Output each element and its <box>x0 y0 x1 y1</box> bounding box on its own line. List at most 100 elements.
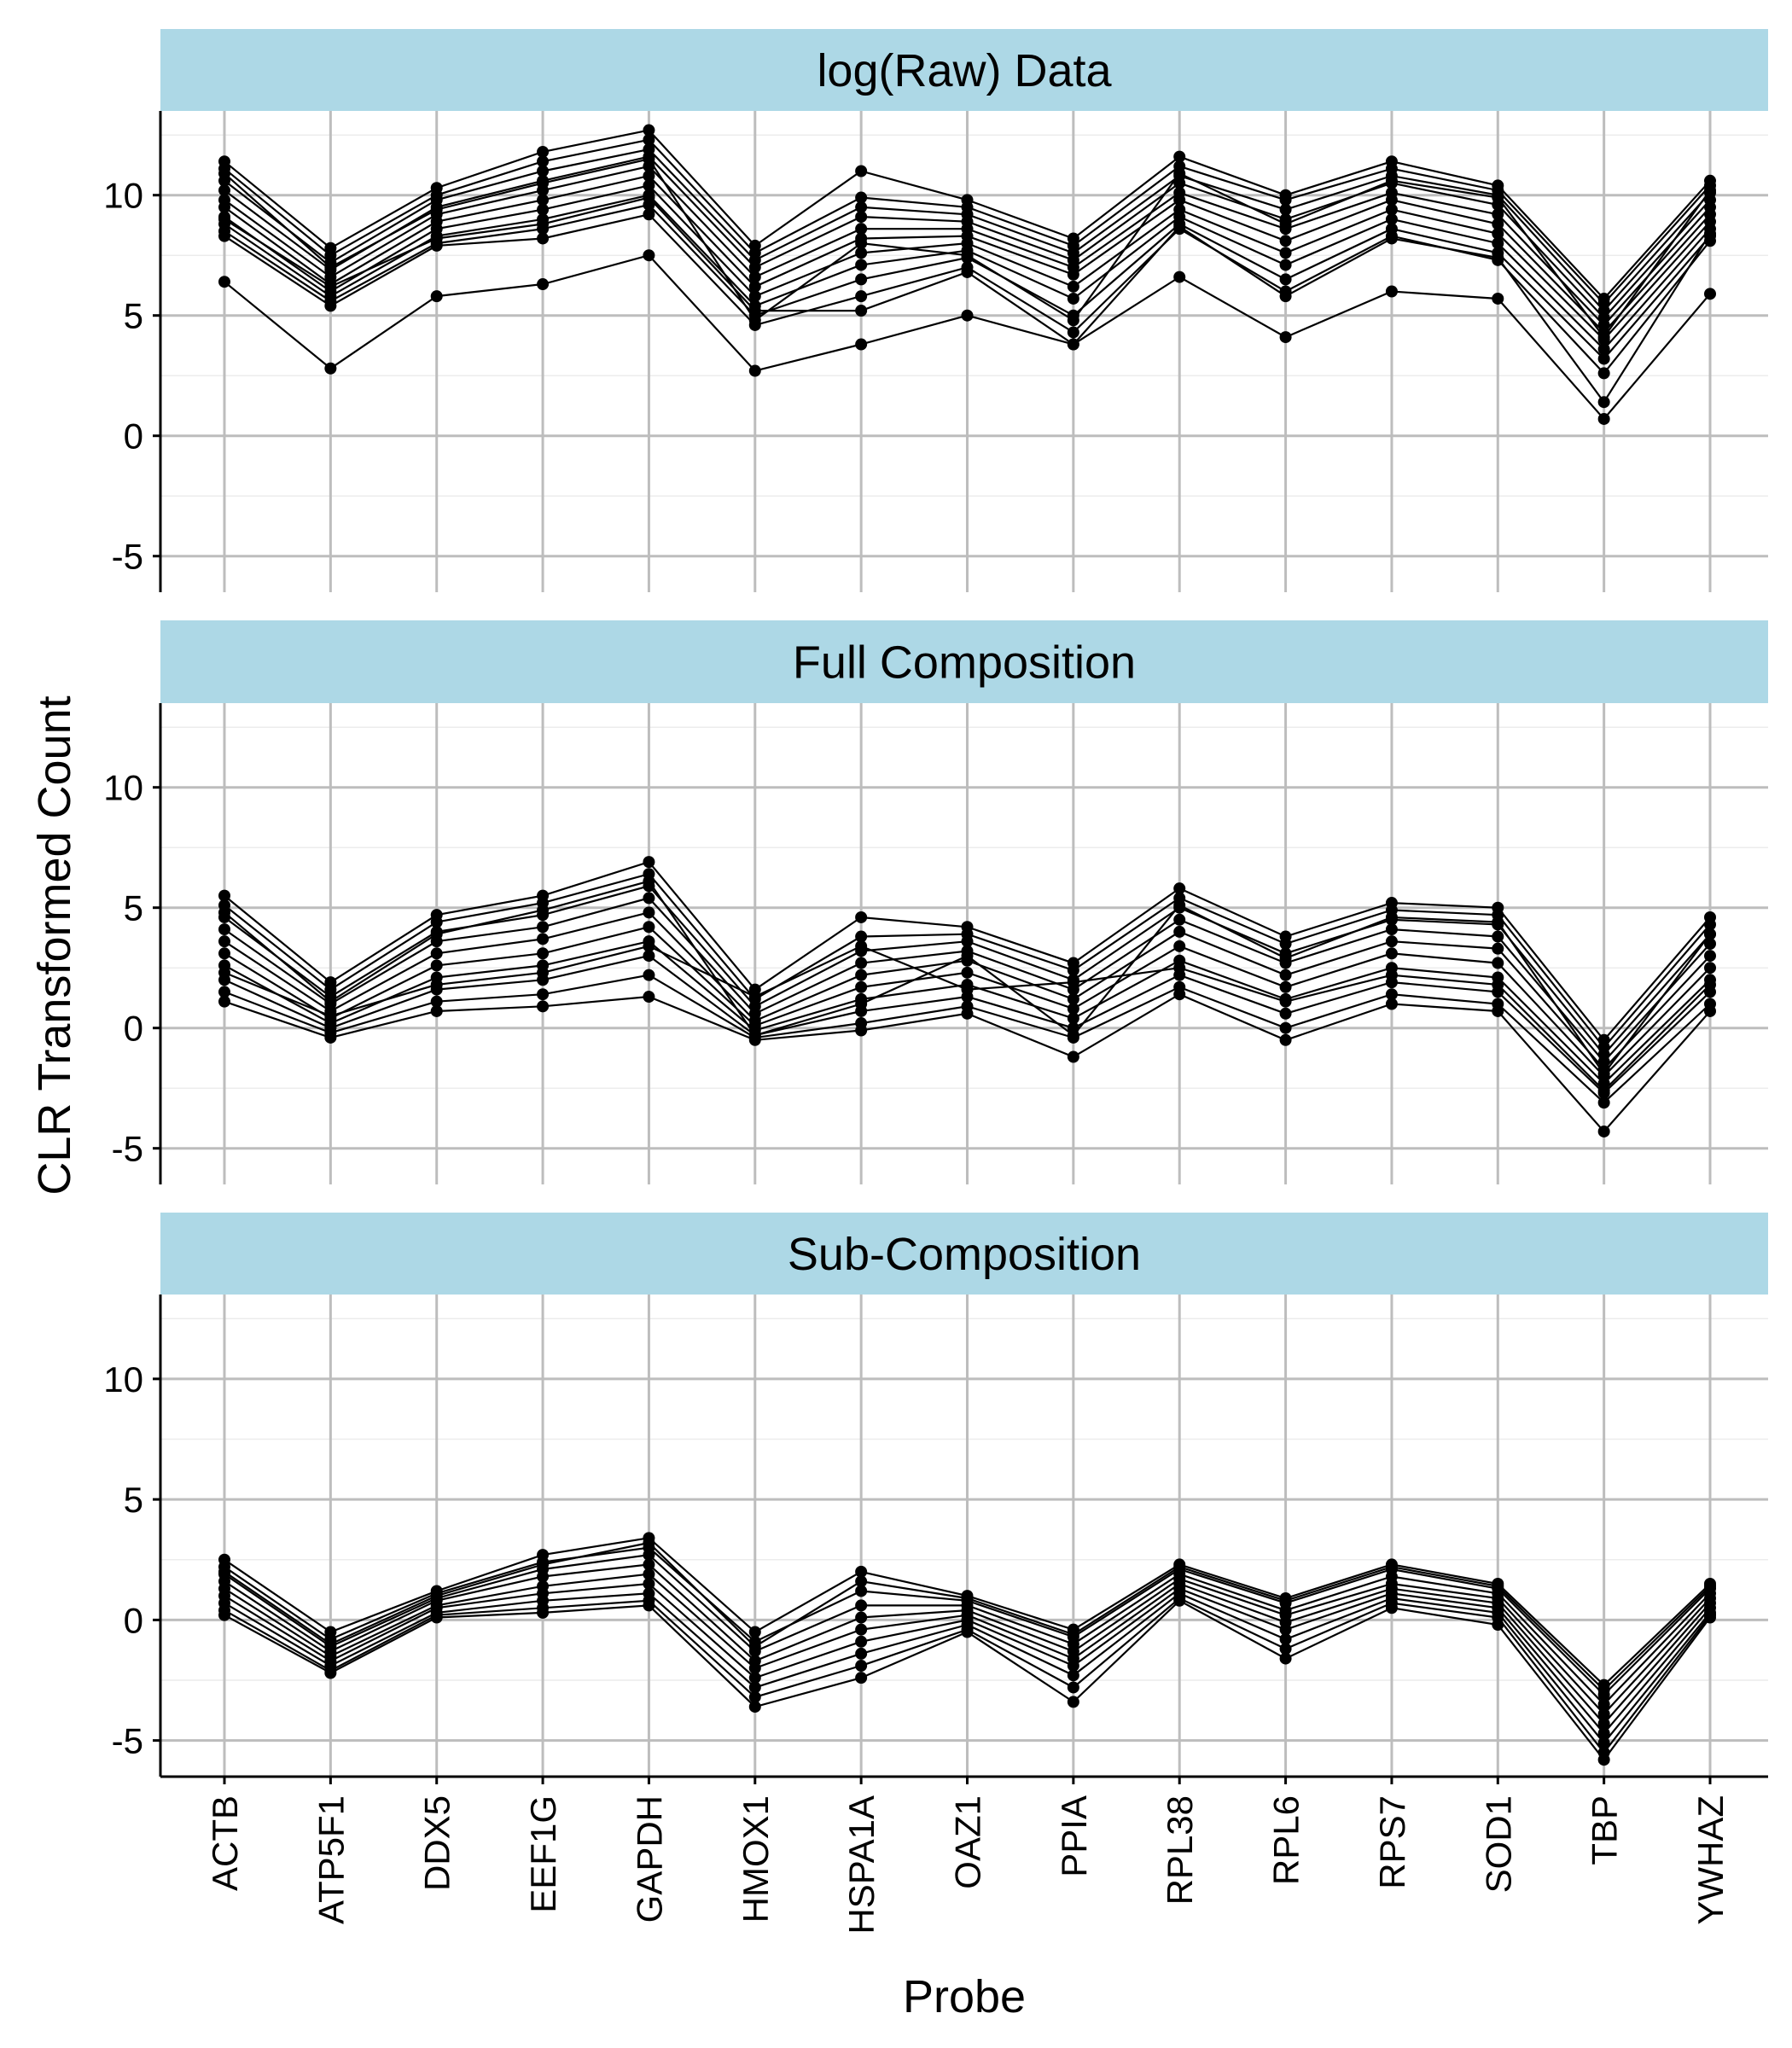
data-point <box>1704 1580 1716 1592</box>
data-point <box>643 991 655 1004</box>
facet-strip <box>160 29 1768 111</box>
data-point <box>1597 1085 1610 1097</box>
data-point <box>1173 899 1186 911</box>
data-point <box>1385 947 1398 960</box>
data-point <box>1173 1561 1186 1574</box>
data-point <box>643 249 655 262</box>
data-point <box>1597 1097 1610 1109</box>
data-point <box>748 290 761 303</box>
data-point <box>1597 1737 1610 1749</box>
data-point <box>643 1558 655 1571</box>
data-point <box>1385 194 1398 207</box>
data-point <box>748 1681 761 1694</box>
data-point <box>537 933 550 945</box>
data-point <box>643 1536 655 1549</box>
data-point <box>1173 177 1186 189</box>
data-point <box>430 995 443 1008</box>
facet-strip-title: Sub-Composition <box>788 1229 1141 1280</box>
data-point <box>748 991 761 1004</box>
data-point <box>430 290 443 303</box>
facet-panel-1: log(Raw) Data -5 0 5 10 <box>103 29 1768 592</box>
x-tick-label: OAZ1 <box>948 1795 988 1889</box>
x-tick-label: GAPDH <box>629 1795 669 1923</box>
data-point <box>643 940 655 952</box>
data-point <box>1067 338 1079 351</box>
data-point <box>1492 191 1504 204</box>
data-point <box>537 1570 550 1583</box>
data-point <box>537 1606 550 1619</box>
data-point <box>1279 331 1292 344</box>
x-tick-label: TBP <box>1585 1795 1625 1865</box>
data-point <box>643 921 655 934</box>
data-point <box>1279 1623 1292 1636</box>
data-point <box>1597 396 1610 409</box>
data-point <box>643 892 655 905</box>
y-tick-label: 5 <box>124 888 143 928</box>
data-point <box>1067 1669 1079 1682</box>
data-point <box>218 966 230 979</box>
data-point <box>1597 1068 1610 1080</box>
data-point <box>1704 1004 1716 1017</box>
facet-panel-2: Full Composition -5 0 5 10 <box>103 620 1768 1184</box>
data-point <box>855 305 868 317</box>
data-point <box>537 988 550 1001</box>
data-point <box>748 364 761 377</box>
data-point <box>961 983 974 996</box>
data-point <box>1279 1007 1292 1020</box>
x-axis-title: Probe <box>903 1971 1026 2022</box>
data-point <box>1279 194 1292 207</box>
data-point <box>1279 1021 1292 1034</box>
y-tick-label: 10 <box>103 1359 143 1399</box>
data-point <box>324 300 337 312</box>
y-tick-label: -5 <box>112 537 143 577</box>
data-point <box>855 957 868 969</box>
data-point <box>537 203 550 216</box>
data-point <box>961 1591 974 1604</box>
data-point <box>1597 1754 1610 1766</box>
data-point <box>1279 951 1292 964</box>
data-point <box>1597 1125 1610 1137</box>
data-point <box>855 1585 868 1597</box>
data-point <box>1704 288 1716 300</box>
facet-strip <box>160 620 1768 703</box>
series-9 <box>218 1594 1716 1766</box>
data-point <box>1385 988 1398 1001</box>
data-point <box>643 133 655 146</box>
data-point <box>1173 220 1186 233</box>
data-point <box>1279 1632 1292 1645</box>
data-point <box>218 167 230 180</box>
data-point <box>1597 1684 1610 1696</box>
data-point <box>324 1009 337 1022</box>
data-point <box>961 966 974 979</box>
data-point <box>748 1626 761 1638</box>
data-point <box>643 124 655 137</box>
data-point <box>1279 969 1292 981</box>
data-point <box>643 153 655 166</box>
data-point <box>961 265 974 278</box>
series-11 <box>218 153 1716 344</box>
series-10 <box>218 988 1716 1137</box>
data-point <box>1279 273 1292 286</box>
data-point <box>855 211 868 224</box>
data-point <box>1067 326 1079 339</box>
data-point <box>1173 194 1186 207</box>
data-point <box>1279 980 1292 993</box>
data-point <box>218 230 230 242</box>
data-point <box>324 261 337 274</box>
data-point <box>1597 1717 1610 1730</box>
data-point <box>1597 1727 1610 1740</box>
data-point <box>1385 212 1398 225</box>
data-point <box>643 208 655 221</box>
data-point <box>1067 280 1079 293</box>
data-point <box>1704 184 1716 197</box>
data-point <box>1067 268 1079 281</box>
data-point <box>218 906 230 919</box>
data-point <box>430 232 443 245</box>
data-point <box>855 1672 868 1684</box>
data-point <box>1492 252 1504 265</box>
y-axis-title: CLR Transformed Count <box>29 695 80 1195</box>
data-point <box>855 191 868 204</box>
data-point <box>643 875 655 887</box>
data-point <box>1704 978 1716 991</box>
